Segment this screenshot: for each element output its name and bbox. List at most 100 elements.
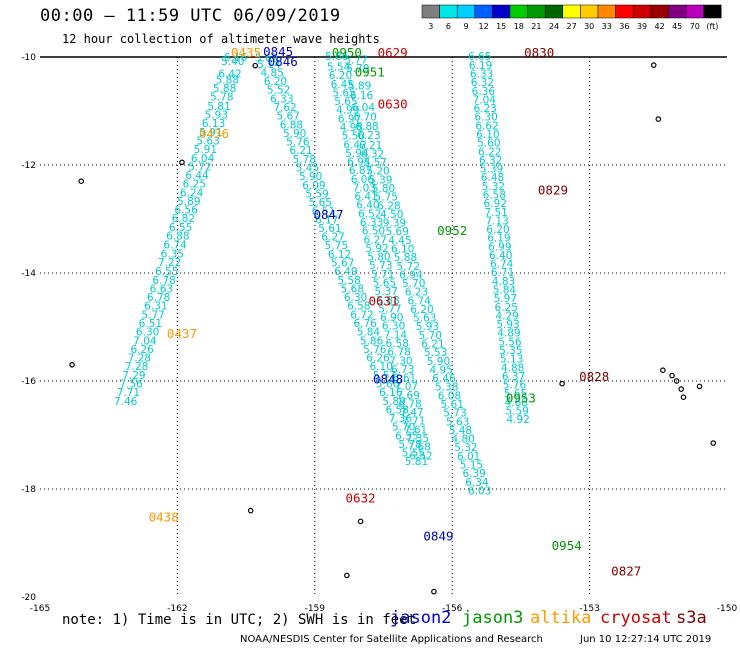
wave-height-value: 6.06: [351, 174, 375, 186]
wave-height-value: 6.40: [489, 250, 512, 262]
wave-height-value: 5.78: [210, 92, 233, 104]
wave-height-value: 7.28: [125, 361, 148, 373]
x-tick-label: -162: [167, 604, 187, 614]
wave-height-value: 6.88: [166, 231, 189, 243]
legend-jason3: jason3: [462, 608, 524, 628]
y-tick-label: -12: [21, 161, 36, 171]
wave-height-value: 5.70: [392, 422, 415, 434]
island-marker: [179, 159, 185, 166]
wave-height-value: 7.07: [395, 381, 418, 393]
wave-height-value: 6.16: [350, 90, 374, 102]
wave-height-value: 5.40: [221, 56, 244, 68]
colorbar-label: 27: [567, 22, 577, 31]
wave-height-value: 6.78: [147, 292, 170, 304]
wave-height-value: 6.04: [352, 102, 376, 114]
wave-height-value: 7.22: [158, 257, 181, 269]
wave-height-value: 6.74: [163, 240, 187, 252]
wave-height-value: 5.81: [405, 456, 428, 468]
wave-height-value: 5.50: [342, 131, 365, 143]
wave-height-value: 6.82: [172, 213, 195, 225]
pass-time-label: 0845: [263, 44, 293, 59]
wave-height-value: 6.28: [377, 200, 400, 212]
pass-time-label: 0828: [579, 369, 609, 384]
wave-height-value: 5.57: [364, 157, 387, 169]
wave-height-value: 6.30: [136, 327, 159, 339]
wave-height-value: 9.39: [383, 218, 406, 230]
footer-credit: NOAA/NESDIS Center for Satellite Applica…: [240, 634, 543, 645]
colorbar-swatch: [544, 4, 564, 19]
wave-height-value: 5.32: [482, 181, 505, 193]
pass-time-label: 0953: [506, 391, 536, 406]
wave-height-value: 5.39: [480, 164, 503, 176]
colorbar-label: 36: [619, 22, 629, 31]
pass-time-label: 0952: [437, 223, 467, 238]
wave-height-value: 6.58: [347, 301, 370, 313]
colorbar-label: (ft): [706, 22, 718, 31]
tick-layer: -165 -162 -159 -156 -153 -150 -10 -12 -14 -16 -18 -…: [21, 53, 737, 614]
wave-height-value: 5.76: [503, 380, 527, 392]
wave-height-value: 5.84: [493, 285, 517, 297]
wave-height-value: 6.19: [487, 233, 510, 245]
wave-height-value: 6.16: [379, 387, 403, 399]
wave-height-value: 6.56: [174, 205, 198, 217]
pass-time-label: 0847: [313, 207, 343, 222]
wave-height-value: 5.73: [443, 408, 466, 420]
wave-height-value: 6.22: [478, 146, 501, 158]
wave-height-value: 7.13: [485, 215, 508, 227]
x-tick-label: -150: [717, 604, 738, 614]
colorbar-swatch: [562, 4, 581, 19]
wave-height-value: 7.04: [473, 94, 497, 106]
colorbar-swatch: [474, 4, 493, 19]
wave-height-value: 5.37: [375, 286, 398, 298]
wave-height-value: 6.73: [391, 364, 414, 376]
colorbar-swatch: [703, 4, 722, 19]
footer-note: note: 1) Time is in UTC; 2) SWH is in fe…: [62, 612, 417, 628]
wave-height-value: 5.59: [305, 188, 328, 200]
wave-height-value: 5.80: [372, 183, 395, 195]
wave-height-value: 5.62: [255, 52, 278, 64]
wave-height-value: 6.33: [470, 69, 493, 81]
footer-timestamp: Jun 10 12:27:14 UTC 2019: [580, 634, 712, 645]
wave-height-value: 6.78: [387, 347, 410, 359]
wave-height-value: 5.78: [398, 439, 421, 451]
wave-height-value: 7.29: [122, 370, 145, 382]
wave-height-value: 6.51: [139, 318, 162, 330]
wave-height-value: 6.74: [490, 259, 514, 271]
wave-height-value: 6.55: [169, 222, 192, 234]
wave-height-value: 5.32: [454, 442, 477, 454]
wave-height-value: 7.68: [408, 442, 431, 454]
wave-height-value: 6.27: [321, 232, 344, 244]
y-tick-label: -10: [21, 53, 36, 63]
colorbar-swatch: [421, 4, 440, 19]
pass-time-label: 0631: [368, 293, 398, 308]
wave-height-value: 5.65: [334, 96, 357, 108]
colorbar-label: 15: [496, 22, 506, 31]
wave-height-value: 5.56: [498, 336, 522, 348]
wave-height-value: 5.93: [496, 319, 519, 331]
island-marker: [252, 62, 259, 69]
wave-height-value: 5.60: [477, 138, 500, 150]
wave-height-value: 4.29: [495, 310, 518, 322]
wave-height-value: 7.35: [406, 433, 429, 445]
wave-height-value: 6.71: [491, 267, 514, 279]
island-marker: [710, 440, 717, 446]
wave-height-value: 5.65: [309, 197, 332, 209]
wave-height-value: 5.63: [196, 135, 219, 147]
wave-height-value: 5.78: [293, 154, 316, 166]
wave-height-value: 7.47: [400, 407, 423, 419]
wave-height-value: 6.39: [462, 468, 485, 480]
wave-height-value: 6.88: [355, 121, 378, 133]
wave-height-value: 5.69: [386, 226, 409, 238]
colorbar-swatch: [650, 4, 669, 19]
wave-height-value: 5.90: [427, 356, 450, 368]
wave-height-value: 6.21: [289, 145, 312, 157]
wave-height-value: 5.38: [435, 382, 458, 394]
wave-height-value: 5.67: [277, 111, 300, 123]
wave-height-value: 6.45: [331, 79, 354, 91]
wave-height-value: 6.35: [161, 248, 184, 260]
wave-height-value: 5.65: [332, 87, 355, 99]
wave-height-value: 6.49: [334, 266, 357, 278]
wave-height-value: 7.30: [389, 355, 412, 367]
wave-height-value: 6.70: [353, 112, 376, 124]
wave-height-value: 5.94: [345, 148, 369, 160]
